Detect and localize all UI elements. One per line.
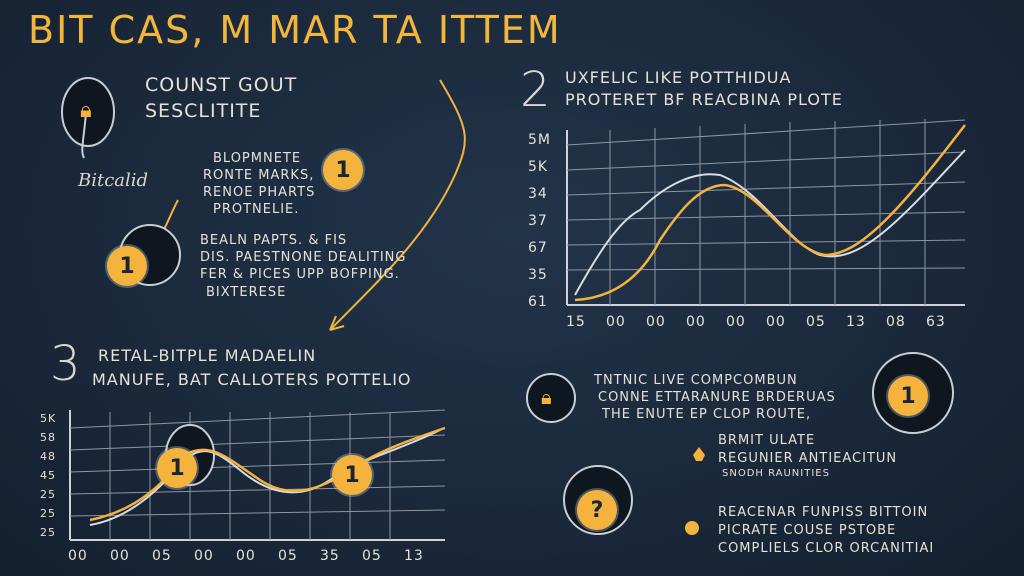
chart2-x-tick-0: 15 (566, 314, 586, 330)
chart2-x-tick-6: 05 (806, 314, 826, 330)
br-badge: 1 (888, 376, 928, 416)
section2-number: 2 (520, 62, 551, 118)
question-badge: ? (577, 490, 617, 530)
text-block-1-line-1: BLOPMNETE (213, 151, 302, 166)
br-text-3-line-1: REACENAR FUNPISS BITTOIN (718, 505, 929, 520)
bullet-icon-2 (685, 521, 699, 535)
bullet-icon-1 (693, 447, 705, 461)
chart2-y-tick-0: 5M (528, 132, 551, 148)
text-block-1-line-3: RENOE PHARTS (203, 185, 316, 200)
chart2-x-tick-2: 00 (646, 314, 666, 330)
chart2-x-tick-3: 00 (686, 314, 706, 330)
br-text-1-line-2: CONNE ETTARANURE BRDERUAS (598, 390, 836, 405)
section3-heading-line-1: RETAL-BITPLE MADAELIN (98, 346, 317, 365)
chart2-y-tick-4: 67 (528, 240, 548, 256)
chart2-x-tick-8: 08 (886, 314, 906, 330)
chart3-x-tick-5: 05 (278, 548, 298, 564)
chart3-x-tick-2: 05 (152, 548, 172, 564)
chart3-series-gold (89, 426, 446, 522)
chart3-y-tick-5: 25 (40, 507, 56, 520)
text-block-1-line-4: PROTNELIE. (213, 202, 300, 217)
br-text-3-line-2: PICRATE COUSE PSTOBE (718, 523, 897, 538)
chart2-x-tick-7: 13 (846, 314, 866, 330)
chart3-x-tick-6: 35 (320, 548, 340, 564)
br-text-3-line-3: COMPLIELS CLOR ORCANITIAI (718, 541, 935, 556)
long-arrow-head (329, 315, 345, 331)
lock-caption: Bitcalid (78, 170, 149, 191)
chart3-x-tick-3: 00 (194, 548, 214, 564)
br-text-2-line-3: SNODH RAUNITIES (722, 468, 830, 479)
chart2-series-gold (574, 124, 966, 302)
chart3-x-tick-0: 00 (68, 548, 88, 564)
top-left-heading-line-2: SESCLITITE (145, 100, 262, 122)
chart3-grid (69, 409, 446, 541)
chart2-y-tick-5: 35 (528, 267, 548, 283)
text-block-2-line-3: FER & PICES UPP BOFPING. (200, 267, 400, 282)
section2-heading-line-2: PROTERET BF REACBINA PLOTE (565, 90, 843, 109)
section2-heading-line-1: UXFELIC LIKE POTTHIDUA (565, 68, 792, 87)
text-block-2-line-1: BEALN PAPTS. & FIS (200, 233, 348, 248)
text-block-2-line-2: DIS. PAESTNONE DEALITING (200, 250, 407, 265)
chart3-x-tick-8: 13 (404, 548, 424, 564)
chart2-y-tick-6: 61 (528, 294, 548, 310)
chart2-series-white (574, 149, 966, 296)
long-arrow-stroke (329, 79, 466, 331)
top-left-heading-line-1: COUNST GOUT (145, 74, 298, 96)
chart2-x-tick-9: 63 (926, 314, 946, 330)
br-text-1-line-1: TNTNIC LIVE COMPCOMBUN (594, 373, 798, 388)
chart3-x-tick-1: 00 (110, 548, 130, 564)
lock-icon: 🔒︎ (80, 98, 92, 123)
chart3-x-tick-7: 05 (362, 548, 382, 564)
chart3-x-tick-4: 00 (236, 548, 256, 564)
step-badge-2: 1 (107, 246, 147, 286)
br-text-1-line-3: THE ENUTE EP CLOP ROUTE, (602, 407, 812, 422)
chart2-y-tick-3: 37 (528, 213, 548, 229)
chart3-badge-2: 1 (332, 455, 372, 495)
section3-heading-line-2: MANUFE, BAT CALLOTERS POTTELIO (92, 370, 412, 389)
chart2-x-tick-5: 00 (766, 314, 786, 330)
chart2-x-tick-4: 00 (726, 314, 746, 330)
chart3-y-tick-1: 58 (40, 431, 56, 444)
chart3-y-tick-0: 5K (40, 412, 57, 425)
chart3-y-tick-6: 25 (40, 526, 56, 539)
chart3-y-tick-2: 48 (40, 450, 56, 463)
lock-icon-2: 🔒︎ (541, 385, 552, 409)
br-text-2-line-2: REGUNIER ANTIEACITUN (718, 451, 898, 466)
page-title: BIT CAS, M MAR TA ITTEM (28, 8, 562, 52)
lock-oval (61, 77, 115, 147)
text-block-2-line-4: BIXTERESE (206, 285, 287, 300)
lock-circle-2 (526, 373, 576, 423)
step-badge: 1 (323, 150, 363, 190)
chart3-badge-1: 1 (157, 448, 197, 488)
chart2-x-tick-1: 00 (606, 314, 626, 330)
chart2-grid (566, 119, 966, 306)
chart2-y-tick-1: 5K (528, 159, 549, 175)
chart3-y-tick-3: 45 (40, 469, 56, 482)
chart3-y-tick-4: 25 (40, 488, 56, 501)
br-text-2-line-1: BRMIT ULATE (718, 433, 816, 448)
chart2-y-tick-2: 34 (528, 186, 548, 202)
text-block-1-line-2: RONTE MARKS, (203, 168, 315, 183)
lock-tail-stroke (81, 111, 87, 159)
section3-number: 3 (50, 336, 81, 392)
